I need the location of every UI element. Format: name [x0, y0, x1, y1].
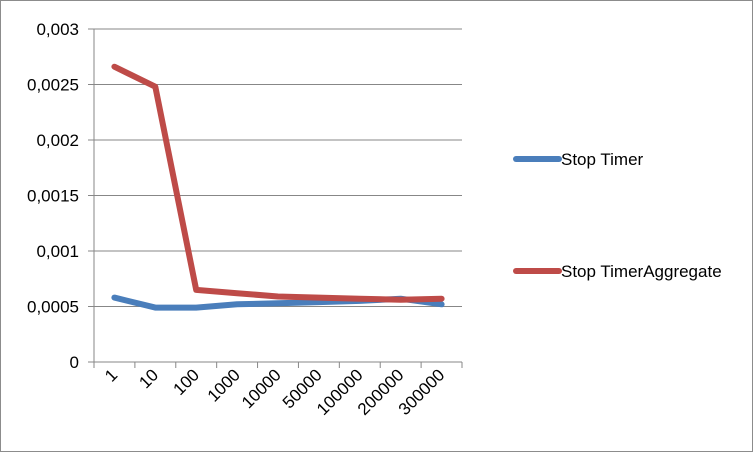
y-tick-label: 0,002 [36, 131, 79, 150]
x-tick-label: 10000 [238, 365, 285, 412]
gridlines [94, 28, 462, 307]
y-tick-label: 0,001 [36, 242, 79, 261]
x-tick-label: 300000 [395, 365, 449, 419]
y-tick-label: 0 [70, 353, 79, 372]
y-tick-label: 0,0005 [27, 298, 79, 317]
legend-label-1: Stop TimerAggregate [561, 262, 722, 281]
axes [88, 28, 463, 368]
y-tick-label: 0,003 [36, 20, 79, 39]
x-tick-label: 1 [101, 365, 121, 385]
y-tick-label: 0,0015 [27, 187, 79, 206]
series-lines [111, 63, 445, 311]
y-tick-label: 0,0025 [27, 76, 79, 95]
series-line-1 [111, 63, 445, 303]
x-tick-label: 100 [170, 365, 203, 398]
y-axis-tick-labels: 0 0,0005 0,001 0,0015 0,002 0,0025 0,003 [27, 20, 79, 372]
legend: Stop Timer Stop TimerAggregate [513, 150, 722, 281]
x-tick-label: 10 [135, 365, 162, 392]
legend-label-0: Stop Timer [561, 150, 644, 169]
